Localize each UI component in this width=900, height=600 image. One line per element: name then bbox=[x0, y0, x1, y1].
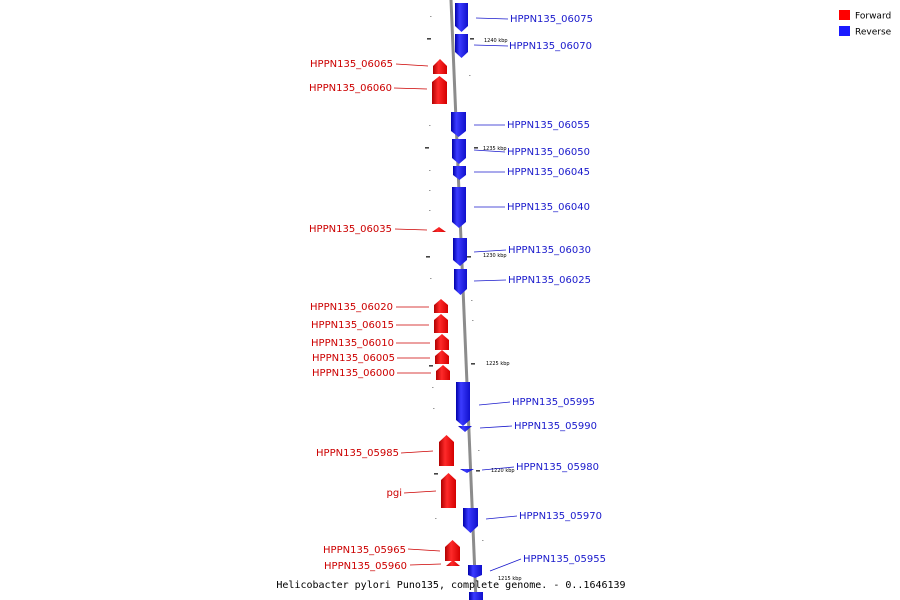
gene-feature-reverse[interactable] bbox=[455, 3, 468, 32]
gene-feature-forward[interactable] bbox=[432, 76, 447, 104]
reverse-leader-lines bbox=[473, 17, 522, 572]
gene-label[interactable]: HPPN135_05990 bbox=[514, 421, 597, 432]
tick-mark bbox=[467, 256, 471, 258]
gene-label[interactable]: HPPN135_05955 bbox=[523, 554, 606, 565]
genome-backbone bbox=[449, 0, 478, 600]
gene-label[interactable]: HPPN135_05965 bbox=[323, 545, 406, 556]
gene-feature-forward[interactable] bbox=[434, 299, 448, 313]
gene-feature-reverse[interactable] bbox=[451, 112, 466, 137]
tick-mark bbox=[434, 473, 438, 475]
gene-label[interactable]: HPPN135_06050 bbox=[507, 147, 590, 158]
gene-feature-reverse[interactable] bbox=[452, 139, 466, 164]
forward-labels: HPPN135_06065 HPPN135_06060 HPPN135_0603… bbox=[309, 59, 407, 572]
tick-label: 1225 kbp bbox=[486, 361, 510, 367]
tick-label: 1220 kbp bbox=[491, 468, 515, 474]
reverse-genes bbox=[451, 3, 483, 600]
tick-label: 1235 kbp bbox=[483, 146, 507, 152]
gene-feature-forward[interactable] bbox=[439, 435, 454, 466]
gene-feature-reverse[interactable] bbox=[452, 187, 466, 228]
gene-label[interactable]: HPPN135_05980 bbox=[516, 462, 599, 473]
gene-label[interactable]: HPPN135_06030 bbox=[508, 245, 591, 256]
forward-genes bbox=[432, 59, 460, 566]
gene-label[interactable]: HPPN135_06025 bbox=[508, 275, 591, 286]
legend-reverse-swatch bbox=[839, 26, 850, 36]
gene-label[interactable]: HPPN135_06035 bbox=[309, 224, 392, 235]
gene-label[interactable]: HPPN135_06070 bbox=[509, 41, 592, 52]
gene-label[interactable]: HPPN135_05995 bbox=[512, 397, 595, 408]
gene-feature-forward[interactable] bbox=[433, 59, 447, 74]
gene-label[interactable]: HPPN135_06015 bbox=[311, 320, 394, 331]
gene-label[interactable]: HPPN135_06020 bbox=[310, 302, 393, 313]
tick-mark bbox=[476, 470, 480, 472]
gene-feature-forward[interactable] bbox=[435, 334, 449, 350]
tick-mark bbox=[474, 147, 478, 149]
gene-label[interactable]: HPPN135_06045 bbox=[507, 167, 590, 178]
gene-label[interactable]: HPPN135_05960 bbox=[324, 561, 407, 572]
tick-mark bbox=[426, 256, 430, 258]
forward-leader-lines bbox=[393, 63, 442, 566]
scale-ticks bbox=[425, 38, 480, 475]
gene-feature-reverse[interactable] bbox=[453, 238, 467, 266]
tick-label: 1240 kbp bbox=[484, 38, 508, 44]
gene-label[interactable]: HPPN135_06055 bbox=[507, 120, 590, 131]
minor-ticks bbox=[429, 16, 484, 541]
gene-label[interactable]: HPPN135_05985 bbox=[316, 448, 399, 459]
gene-feature-reverse[interactable] bbox=[458, 426, 472, 432]
legend: Forward Reverse bbox=[839, 10, 892, 38]
reverse-labels: HPPN135_06075 HPPN135_06070 HPPN135_0605… bbox=[507, 14, 606, 565]
gene-feature-reverse[interactable] bbox=[460, 469, 474, 473]
gene-label[interactable]: HPPN135_06005 bbox=[312, 353, 395, 364]
gene-feature-reverse[interactable] bbox=[468, 565, 482, 578]
gene-label[interactable]: HPPN135_06000 bbox=[312, 368, 395, 379]
gene-label[interactable]: pgi bbox=[387, 488, 402, 499]
gene-label[interactable]: HPPN135_06065 bbox=[310, 59, 393, 70]
gene-feature-forward[interactable] bbox=[445, 540, 460, 561]
gene-feature-reverse[interactable] bbox=[454, 269, 467, 295]
gene-feature-reverse[interactable] bbox=[456, 382, 470, 426]
legend-forward-swatch bbox=[839, 10, 850, 20]
tick-mark bbox=[470, 38, 474, 40]
gene-feature-reverse[interactable] bbox=[469, 592, 483, 600]
gene-feature-reverse[interactable] bbox=[455, 34, 468, 58]
gene-feature-forward[interactable] bbox=[441, 473, 456, 508]
legend-reverse-label: Reverse bbox=[855, 28, 892, 38]
gene-feature-forward[interactable] bbox=[432, 227, 446, 232]
gene-label[interactable]: HPPN135_06060 bbox=[309, 83, 392, 94]
gene-feature-forward[interactable] bbox=[436, 365, 450, 380]
genome-caption: Helicobacter pylori Puno135, complete ge… bbox=[276, 580, 625, 591]
gene-feature-reverse[interactable] bbox=[463, 508, 478, 533]
tick-label: 1215 kbp bbox=[498, 576, 522, 582]
tick-mark bbox=[427, 38, 431, 40]
gene-label[interactable]: HPPN135_05970 bbox=[519, 511, 602, 522]
gene-feature-reverse[interactable] bbox=[453, 166, 466, 180]
tick-mark bbox=[425, 147, 429, 149]
tick-mark bbox=[471, 363, 475, 365]
gene-label[interactable]: HPPN135_06075 bbox=[510, 14, 593, 25]
gene-label[interactable]: HPPN135_06040 bbox=[507, 202, 590, 213]
gene-label[interactable]: HPPN135_06010 bbox=[311, 338, 394, 349]
gene-feature-forward[interactable] bbox=[446, 560, 460, 566]
legend-forward-label: Forward bbox=[855, 12, 891, 22]
tick-label: 1230 kbp bbox=[483, 253, 507, 259]
gene-feature-forward[interactable] bbox=[435, 350, 449, 364]
tick-mark bbox=[429, 365, 433, 367]
gene-feature-forward[interactable] bbox=[434, 314, 448, 333]
